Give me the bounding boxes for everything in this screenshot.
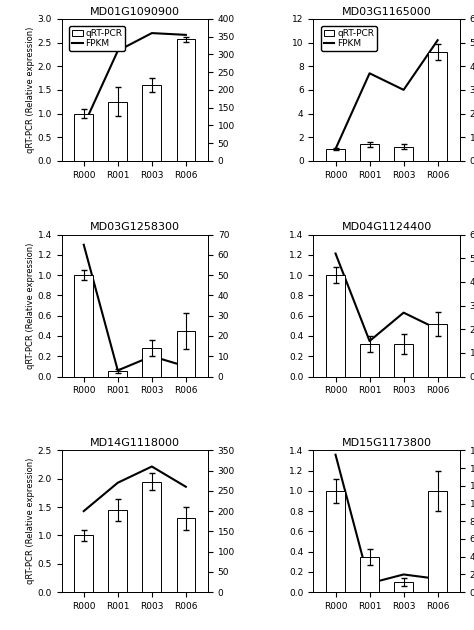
Bar (74, 536, 93, 592)
Bar (326, 275, 345, 377)
Bar (176, 39, 195, 161)
Legend: qRT-PCR, FPKM: qRT-PCR, FPKM (321, 26, 377, 51)
Bar (394, 344, 413, 377)
Y-axis label: qRT-PCR (Relative expression): qRT-PCR (Relative expression) (26, 458, 35, 585)
Bar (176, 518, 195, 592)
Bar (74, 113, 93, 161)
Title: MD14G1118000: MD14G1118000 (90, 438, 180, 448)
Bar (176, 331, 195, 377)
Bar (143, 348, 161, 377)
Bar (326, 491, 345, 592)
Bar (428, 491, 447, 592)
Legend: qRT-PCR, FPKM: qRT-PCR, FPKM (69, 26, 125, 51)
Bar (360, 144, 379, 161)
Bar (394, 147, 413, 161)
Bar (360, 557, 379, 592)
Title: MD03G1258300: MD03G1258300 (90, 222, 180, 232)
Title: MD15G1173800: MD15G1173800 (342, 438, 432, 448)
Bar (394, 582, 413, 592)
Bar (109, 101, 127, 161)
Y-axis label: qRT-PCR (Relative expression): qRT-PCR (Relative expression) (26, 243, 35, 369)
Bar (143, 85, 161, 161)
Bar (143, 481, 161, 592)
Bar (428, 52, 447, 161)
Title: MD01G1090900: MD01G1090900 (90, 7, 180, 17)
Bar (109, 510, 127, 592)
Y-axis label: qRT-PCR (Relative expression): qRT-PCR (Relative expression) (26, 26, 35, 153)
Bar (360, 344, 379, 377)
Title: MD03G1165000: MD03G1165000 (342, 7, 431, 17)
Bar (326, 149, 345, 161)
Title: MD04G1124400: MD04G1124400 (341, 222, 432, 232)
Bar (428, 324, 447, 377)
Bar (74, 275, 93, 377)
Bar (109, 372, 127, 377)
